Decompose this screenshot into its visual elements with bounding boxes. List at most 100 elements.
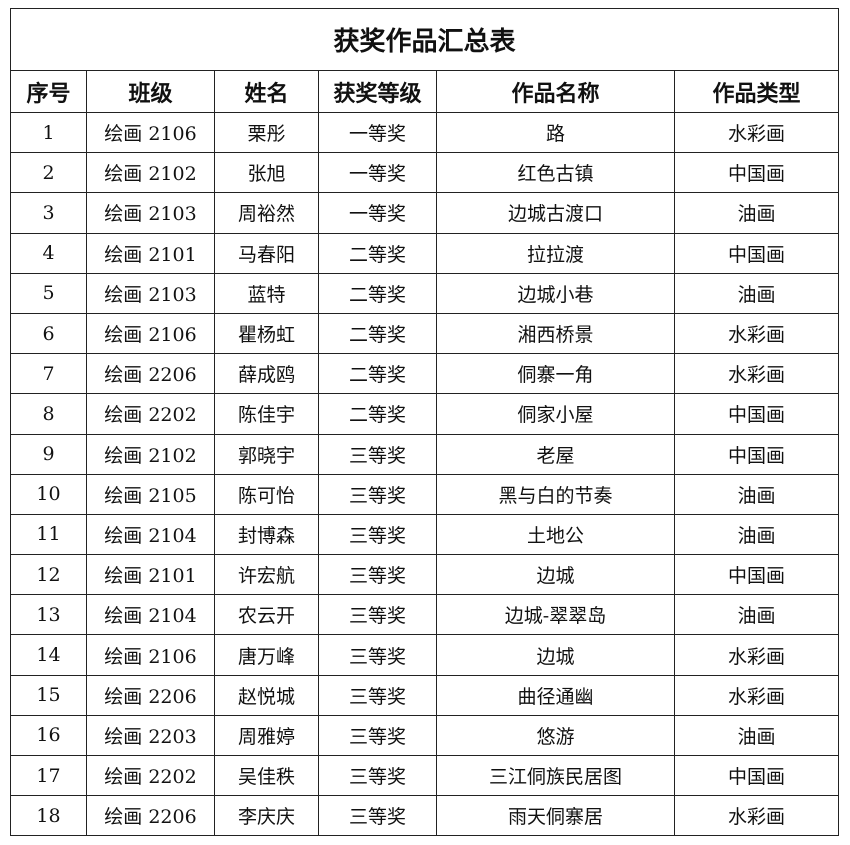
work-title-cell: 红色古镇 bbox=[436, 152, 675, 194]
class-cell: 绘画 2106 bbox=[86, 111, 215, 154]
award-level-cell: 三等奖 bbox=[318, 754, 437, 797]
table-row: 3 绘画 2103 周裕然 一等奖 边城古渡口 油画 bbox=[10, 192, 840, 234]
award-summary-table: 获奖作品汇总表 序号 班级 姓名 获奖等级 作品名称 作品类型 1 绘画 2106… bbox=[9, 8, 840, 837]
award-level-cell: 三等奖 bbox=[318, 554, 437, 596]
table-row: 18 绘画 2206 李庆庆 三等奖 雨天侗寨居 水彩画 bbox=[10, 795, 840, 837]
class-cell: 绘画 2106 bbox=[86, 312, 215, 355]
work-type-cell: 油画 bbox=[673, 714, 840, 757]
name-cell: 瞿杨虹 bbox=[214, 312, 319, 355]
header-row: 序号 班级 姓名 获奖等级 作品名称 作品类型 bbox=[10, 70, 840, 113]
header-index: 序号 bbox=[10, 70, 87, 113]
class-cell: 绘画 2206 bbox=[86, 674, 215, 716]
table-row: 7 绘画 2206 薛成鸥 二等奖 侗寨一角 水彩画 bbox=[10, 353, 840, 395]
header-work-type: 作品类型 bbox=[673, 70, 840, 113]
work-type-cell: 油画 bbox=[673, 513, 840, 556]
table-row: 16 绘画 2203 周雅婷 三等奖 悠游 油画 bbox=[10, 714, 840, 757]
index-cell: 2 bbox=[10, 152, 87, 194]
class-cell: 绘画 2206 bbox=[86, 795, 215, 837]
work-title-cell: 侗寨一角 bbox=[436, 353, 675, 395]
work-title-cell: 雨天侗寨居 bbox=[436, 795, 675, 837]
work-type-cell: 中国画 bbox=[673, 393, 840, 435]
work-type-cell: 油画 bbox=[673, 272, 840, 314]
class-cell: 绘画 2202 bbox=[86, 754, 215, 797]
work-type-cell: 油画 bbox=[673, 192, 840, 234]
table-row: 13 绘画 2104 农云开 三等奖 边城-翠翠岛 油画 bbox=[10, 594, 840, 636]
name-cell: 农云开 bbox=[214, 594, 319, 636]
work-type-cell: 水彩画 bbox=[673, 111, 840, 154]
index-cell: 14 bbox=[10, 634, 87, 676]
name-cell: 马春阳 bbox=[214, 232, 319, 274]
name-cell: 封博森 bbox=[214, 513, 319, 556]
index-cell: 10 bbox=[10, 473, 87, 515]
index-cell: 15 bbox=[10, 674, 87, 716]
index-cell: 6 bbox=[10, 312, 87, 355]
header-name: 姓名 bbox=[214, 70, 319, 113]
award-level-cell: 三等奖 bbox=[318, 674, 437, 716]
index-cell: 9 bbox=[10, 433, 87, 475]
work-title-cell: 湘西桥景 bbox=[436, 312, 675, 355]
table-row: 6 绘画 2106 瞿杨虹 二等奖 湘西桥景 水彩画 bbox=[10, 312, 840, 355]
work-type-cell: 中国画 bbox=[673, 433, 840, 475]
name-cell: 周裕然 bbox=[214, 192, 319, 234]
name-cell: 李庆庆 bbox=[214, 795, 319, 837]
name-cell: 周雅婷 bbox=[214, 714, 319, 757]
class-cell: 绘画 2106 bbox=[86, 634, 215, 676]
work-type-cell: 油画 bbox=[673, 473, 840, 515]
work-type-cell: 水彩画 bbox=[673, 312, 840, 355]
name-cell: 赵悦城 bbox=[214, 674, 319, 716]
table-row: 15 绘画 2206 赵悦城 三等奖 曲径通幽 水彩画 bbox=[10, 674, 840, 716]
index-cell: 13 bbox=[10, 594, 87, 636]
name-cell: 张旭 bbox=[214, 152, 319, 194]
award-level-cell: 三等奖 bbox=[318, 473, 437, 515]
work-title-cell: 悠游 bbox=[436, 714, 675, 757]
work-type-cell: 中国画 bbox=[673, 754, 840, 797]
class-cell: 绘画 2203 bbox=[86, 714, 215, 757]
header-class: 班级 bbox=[86, 70, 215, 113]
award-level-cell: 三等奖 bbox=[318, 795, 437, 837]
work-title-cell: 路 bbox=[436, 111, 675, 154]
award-level-cell: 二等奖 bbox=[318, 272, 437, 314]
award-level-cell: 一等奖 bbox=[318, 152, 437, 194]
index-cell: 4 bbox=[10, 232, 87, 274]
award-level-cell: 三等奖 bbox=[318, 513, 437, 556]
award-level-cell: 二等奖 bbox=[318, 353, 437, 395]
table-row: 1 绘画 2106 栗彤 一等奖路水彩画 bbox=[10, 111, 840, 154]
table-row: 9 绘画 2102 郭晓宇 三等奖 老屋 中国画 bbox=[10, 433, 840, 475]
index-cell: 17 bbox=[10, 754, 87, 797]
table-row: 12 绘画 2101 许宏航 三等奖 边城 中国画 bbox=[10, 554, 840, 596]
class-cell: 绘画 2102 bbox=[86, 152, 215, 194]
work-title-cell: 拉拉渡 bbox=[436, 232, 675, 274]
table-row: 17 绘画 2202 吴佳秩 三等奖 三江侗族民居图 中国画 bbox=[10, 754, 840, 797]
index-cell: 12 bbox=[10, 554, 87, 596]
name-cell: 郭晓宇 bbox=[214, 433, 319, 475]
index-cell: 3 bbox=[10, 192, 87, 234]
work-title-cell: 边城-翠翠岛 bbox=[436, 594, 675, 636]
work-type-cell: 油画 bbox=[673, 594, 840, 636]
index-cell: 5 bbox=[10, 272, 87, 314]
header-work-title: 作品名称 bbox=[436, 70, 675, 113]
table-row: 11 绘画 2104 封博森 三等奖 土地公 油画 bbox=[10, 513, 840, 556]
class-cell: 绘画 2101 bbox=[86, 554, 215, 596]
table-row: 14 绘画 2106 唐万峰 三等奖 边城 水彩画 bbox=[10, 634, 840, 676]
work-title-cell: 边城古渡口 bbox=[436, 192, 675, 234]
table-row: 5 绘画 2103 蓝特 二等奖 边城小巷 油画 bbox=[10, 272, 840, 314]
class-cell: 绘画 2202 bbox=[86, 393, 215, 435]
work-title-cell: 三江侗族民居图 bbox=[436, 754, 675, 797]
award-level-cell: 三等奖 bbox=[318, 433, 437, 475]
class-cell: 绘画 2105 bbox=[86, 473, 215, 515]
work-title-cell: 老屋 bbox=[436, 433, 675, 475]
name-cell: 陈可怡 bbox=[214, 473, 319, 515]
work-title-cell: 曲径通幽 bbox=[436, 674, 675, 716]
award-level-cell: 二等奖 bbox=[318, 312, 437, 355]
table-title: 获奖作品汇总表 bbox=[9, 8, 840, 71]
work-title-cell: 土地公 bbox=[436, 513, 675, 556]
work-title-cell: 边城 bbox=[436, 634, 675, 676]
award-level-cell: 一等奖 bbox=[318, 111, 437, 154]
award-level-cell: 一等奖 bbox=[318, 192, 437, 234]
name-cell: 唐万峰 bbox=[214, 634, 319, 676]
class-cell: 绘画 2104 bbox=[86, 594, 215, 636]
table-row: 4 绘画 2101 马春阳 二等奖 拉拉渡 中国画 bbox=[10, 232, 840, 274]
work-title-cell: 黑与白的节奏 bbox=[436, 473, 675, 515]
award-level-cell: 三等奖 bbox=[318, 634, 437, 676]
table-row: 2 绘画 2102 张旭 一等奖 红色古镇 中国画 bbox=[10, 152, 840, 194]
